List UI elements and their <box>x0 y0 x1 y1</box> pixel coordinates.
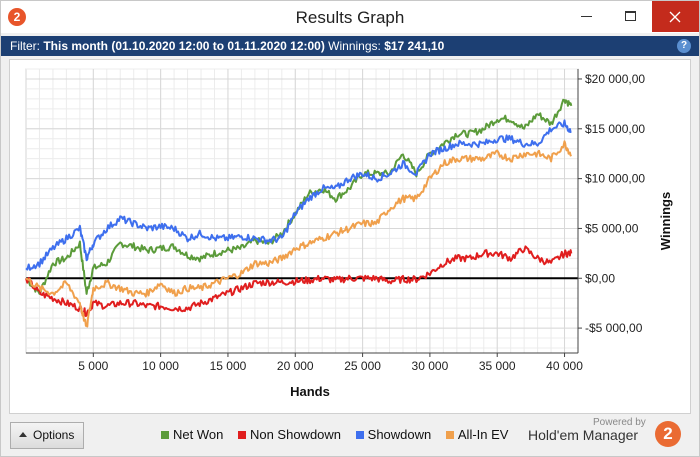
x-tick-label: 25 000 <box>344 359 381 373</box>
x-axis-label: Hands <box>290 384 330 399</box>
legend-swatch <box>355 431 364 439</box>
y-axis-label: Winnings <box>658 192 673 250</box>
legend-label: Non Showdown <box>249 427 342 442</box>
results-chart: 5 000 10 000 15 000 20 000 25 000 30 000 35 00… <box>25 68 673 399</box>
x-tick-label: 10 000 <box>142 359 179 373</box>
series-line-showdown <box>25 119 572 271</box>
filter-bar: Filter: This month (01.10.2020 12:00 to … <box>1 36 699 56</box>
close-icon <box>669 11 681 23</box>
x-tick-label: 40 000 <box>546 359 583 373</box>
legend-swatch <box>445 431 454 439</box>
legend-item-showdown: Showdown <box>355 427 432 442</box>
y-tick-label: $15 000,00 <box>585 122 645 136</box>
legend-label: Showdown <box>367 427 432 442</box>
legend-item-net-won: Net Won <box>161 427 223 442</box>
x-tick-label: 5 000 <box>78 359 108 373</box>
legend-item-all-in-ev: All-In EV <box>445 427 509 442</box>
series-line-non-showdown <box>25 245 573 317</box>
y-tick-label: -$5 000,00 <box>585 321 643 335</box>
y-tick-label: $10 000,00 <box>585 172 645 186</box>
series-line-net-won <box>25 98 573 295</box>
triangle-up-icon <box>19 432 27 437</box>
legend-swatch <box>161 431 169 439</box>
help-icon[interactable]: ? <box>677 39 691 53</box>
x-tick-label: 30 000 <box>412 359 449 373</box>
hm2-logo-icon: 2 <box>8 8 26 26</box>
close-button[interactable] <box>652 1 699 32</box>
chart-panel: 5 000 10 000 15 000 20 000 25 000 30 000 35 00… <box>9 59 691 414</box>
minimize-icon <box>581 16 592 17</box>
winnings-value: $17 241,10 <box>384 39 445 53</box>
maximize-icon <box>625 11 636 21</box>
y-tick-label: $0,00 <box>585 271 615 285</box>
chart-legend: Net Won Non Showdown Showdown All-In EV <box>161 427 519 443</box>
maximize-button[interactable] <box>608 1 654 32</box>
y-tick-label: $20 000,00 <box>585 72 645 86</box>
options-button[interactable]: Options <box>10 422 84 449</box>
options-label: Options <box>33 428 75 442</box>
x-tick-label: 20 000 <box>277 359 314 373</box>
minimize-button[interactable] <box>564 1 610 32</box>
legend-item-non-showdown: Non Showdown <box>237 427 342 442</box>
window-title: Results Graph <box>295 8 405 27</box>
x-tick-label: 15 000 <box>210 359 247 373</box>
legend-label: All-In EV <box>457 427 509 442</box>
brand-name: Hold'em Manager <box>528 427 639 443</box>
filter-label: Filter: <box>10 39 40 53</box>
legend-swatch <box>237 431 246 439</box>
legend-label: Net Won <box>173 427 224 442</box>
filter-value: This month (01.10.2020 12:00 to 01.11.20… <box>43 39 325 53</box>
y-tick-label: $5 000,00 <box>585 221 639 235</box>
title-bar: 2 Results Graph <box>1 1 699 33</box>
winnings-label: Winnings: <box>328 39 381 53</box>
plot-area <box>25 68 579 354</box>
bottom-bar: Options Net Won Non Showdown Showdown Al… <box>1 415 699 457</box>
series-line-all-in-ev <box>25 140 573 328</box>
hm2-brand-logo-icon: 2 <box>655 421 681 447</box>
powered-by-text: Powered by <box>593 417 646 428</box>
x-tick-label: 35 000 <box>479 359 516 373</box>
